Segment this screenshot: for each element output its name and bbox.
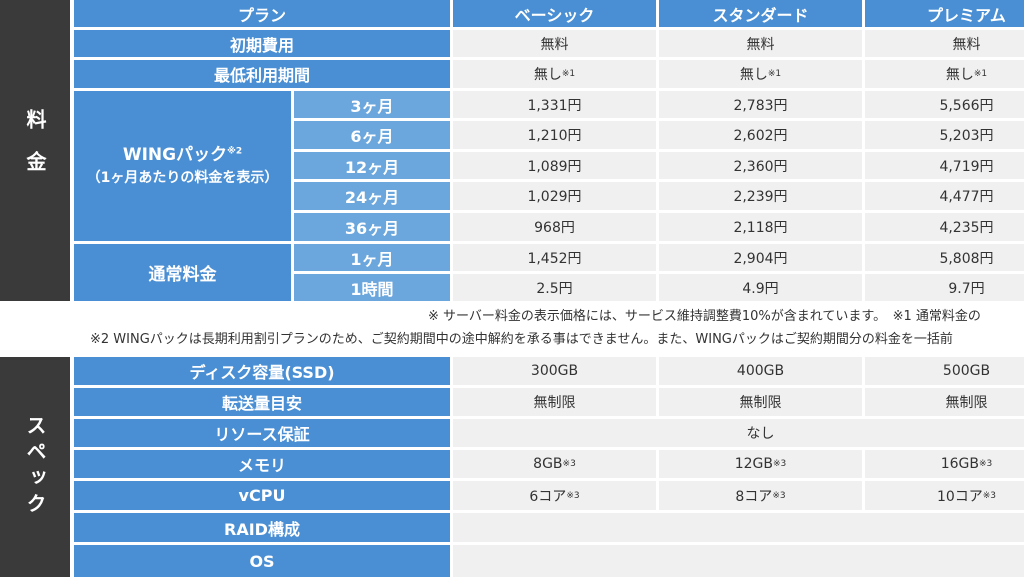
memory-value: 16GB — [940, 456, 979, 472]
header-plan-label: プラン — [74, 0, 450, 27]
wing-pack-label: WINGパック※2 （1ヶ月あたりの料金を表示） — [74, 91, 291, 241]
min-period-premium: 無し ※1 — [865, 60, 1024, 88]
wing-term-3m: 3ヶ月 — [294, 91, 450, 118]
wing-24m-basic: 1,029円 — [453, 182, 656, 210]
memory-standard: 12GB ※3 — [659, 450, 862, 478]
vcpu-value: 6コア — [529, 488, 567, 505]
vcpu-basic: 6コア ※3 — [453, 481, 656, 510]
section-label-spec: スペック — [0, 357, 70, 577]
wing-24m-premium: 4,477円 — [865, 182, 1024, 210]
memory-value: 12GB — [734, 456, 773, 472]
min-period-value: 無し — [533, 67, 562, 83]
footnote-line-1: ※ サーバー料金の表示価格には、サービス維持調整費10%が含まれています。 ※1… — [428, 309, 981, 324]
min-period-value: 無し — [945, 67, 974, 83]
normal-1m-standard: 2,904円 — [659, 244, 862, 271]
wing-pack-sublabel: （1ヶ月あたりの料金を表示） — [86, 170, 279, 187]
normal-fee-label: 通常料金 — [74, 244, 291, 301]
initial-fee-premium: 無料 — [865, 30, 1024, 57]
spec-label-os: OS — [74, 545, 450, 577]
spec-label-raid: RAID構成 — [74, 513, 450, 542]
header-plan-standard: スタンダード — [659, 0, 862, 27]
note-mark: ※2 — [227, 146, 243, 157]
transfer-standard: 無制限 — [659, 388, 862, 416]
normal-1m-premium: 5,808円 — [865, 244, 1024, 271]
normal-1m-basic: 1,452円 — [453, 244, 656, 271]
wing-24m-standard: 2,239円 — [659, 182, 862, 210]
transfer-premium: 無制限 — [865, 388, 1024, 416]
initial-fee-standard: 無料 — [659, 30, 862, 57]
section-label-price: 料金 — [0, 0, 70, 301]
normal-1h-standard: 4.9円 — [659, 274, 862, 301]
vcpu-premium: 10コア ※3 — [865, 481, 1024, 510]
header-plan-premium: プレミアム — [865, 0, 1024, 27]
wing-12m-basic: 1,089円 — [453, 152, 656, 179]
transfer-basic: 無制限 — [453, 388, 656, 416]
wing-term-12m: 12ヶ月 — [294, 152, 450, 179]
wing-term-36m: 36ヶ月 — [294, 213, 450, 241]
normal-1h-basic: 2.5円 — [453, 274, 656, 301]
normal-term-1h: 1時間 — [294, 274, 450, 301]
vcpu-standard: 8コア ※3 — [659, 481, 862, 510]
normal-term-1m: 1ヶ月 — [294, 244, 450, 271]
spec-label-transfer: 転送量目安 — [74, 388, 450, 416]
os-all — [453, 545, 1024, 577]
wing-36m-standard: 2,118円 — [659, 213, 862, 241]
wing-6m-premium: 5,203円 — [865, 121, 1024, 149]
wing-6m-basic: 1,210円 — [453, 121, 656, 149]
raid-all — [453, 513, 1024, 542]
wing-12m-standard: 2,360円 — [659, 152, 862, 179]
memory-premium: 16GB ※3 — [865, 450, 1024, 478]
vcpu-value: 10コア — [936, 488, 983, 505]
min-period-value: 無し — [739, 67, 768, 83]
wing-12m-premium: 4,719円 — [865, 152, 1024, 179]
wing-3m-basic: 1,331円 — [453, 91, 656, 118]
disk-basic: 300GB — [453, 357, 656, 385]
header-plan-basic: ベーシック — [453, 0, 656, 27]
row-label-min-period: 最低利用期間 — [74, 60, 450, 88]
wing-term-24m: 24ヶ月 — [294, 182, 450, 210]
disk-premium: 500GB — [865, 357, 1024, 385]
resource-all: なし — [453, 419, 1024, 447]
spec-label-vcpu: vCPU — [74, 481, 450, 510]
normal-1h-premium: 9.7円 — [865, 274, 1024, 301]
memory-basic: 8GB ※3 — [453, 450, 656, 478]
spec-label-resource: リソース保証 — [74, 419, 450, 447]
wing-36m-basic: 968円 — [453, 213, 656, 241]
wing-36m-premium: 4,235円 — [865, 213, 1024, 241]
min-period-basic: 無し ※1 — [453, 60, 656, 88]
wing-3m-premium: 5,566円 — [865, 91, 1024, 118]
min-period-standard: 無し ※1 — [659, 60, 862, 88]
vcpu-value: 8コア — [735, 488, 773, 505]
disk-standard: 400GB — [659, 357, 862, 385]
initial-fee-basic: 無料 — [453, 30, 656, 57]
spec-label-disk: ディスク容量(SSD) — [74, 357, 450, 385]
wing-6m-standard: 2,602円 — [659, 121, 862, 149]
wing-pack-title: WINGパック※2 — [122, 144, 243, 165]
row-label-initial-fee: 初期費用 — [74, 30, 450, 57]
wing-term-6m: 6ヶ月 — [294, 121, 450, 149]
footnote-line-2: ※2 WINGパックは長期利用割引プランのため、ご契約期間中の途中解約を承る事は… — [90, 332, 953, 347]
memory-value: 8GB — [533, 456, 563, 472]
wing-3m-standard: 2,783円 — [659, 91, 862, 118]
spec-label-memory: メモリ — [74, 450, 450, 478]
